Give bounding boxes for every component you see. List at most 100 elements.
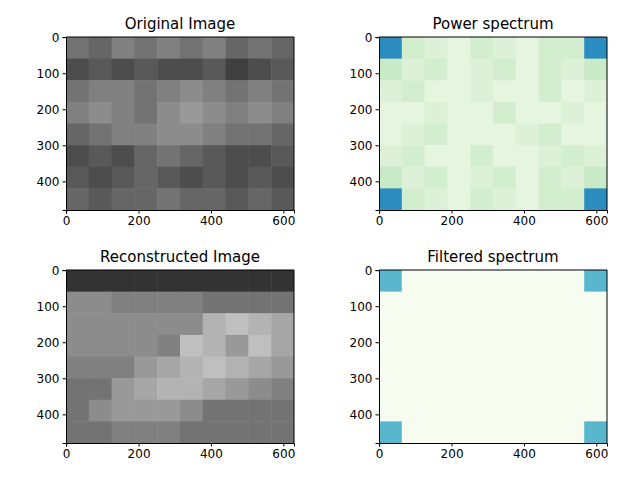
image-cell [66, 421, 89, 443]
y-axis-line [376, 271, 380, 444]
image-cell [180, 102, 203, 124]
x-tick: 200 [128, 210, 151, 228]
image-cell [379, 80, 402, 102]
image-cell [402, 188, 425, 210]
image-cell [271, 270, 294, 292]
image-cell [584, 270, 607, 292]
image-cell [66, 102, 89, 124]
x-tick-mark [596, 210, 597, 214]
image-cell [271, 335, 294, 357]
image-cell [248, 335, 271, 357]
image-cell [539, 37, 562, 59]
image-cell [516, 145, 539, 167]
image-cell [271, 378, 294, 400]
image-cell [112, 102, 135, 124]
y-tick-mark [63, 270, 67, 271]
y-axis: 0100200300400 [350, 264, 380, 444]
image-cell [112, 167, 135, 189]
image-cell [516, 59, 539, 81]
image-cell [157, 292, 180, 314]
image-cell [66, 313, 89, 335]
image-cell [402, 270, 425, 292]
image-cell [425, 37, 448, 59]
y-tick-label: 300 [350, 372, 373, 386]
image-cell [470, 80, 493, 102]
image-cell [248, 167, 271, 189]
image-cell [157, 378, 180, 400]
image-cell [493, 188, 516, 210]
x-axis-line [67, 211, 295, 214]
image-cell [180, 188, 203, 210]
image-cell [203, 270, 226, 292]
image-cell [226, 102, 249, 124]
image-cell [248, 188, 271, 210]
image-cell [180, 37, 203, 59]
image-cell [379, 378, 402, 400]
figure: 02004006000100200300400Original Image020… [0, 0, 640, 480]
y-tick-label: 200 [350, 336, 373, 350]
image-cell [203, 292, 226, 314]
y-axis: 0100200300400 [37, 264, 67, 444]
image-cell [584, 80, 607, 102]
image-cell [402, 313, 425, 335]
image-cell [561, 313, 584, 335]
x-tick-label: 400 [200, 214, 223, 228]
image-cell [134, 145, 157, 167]
y-tick: 400 [37, 175, 66, 189]
x-tick-label: 200 [128, 447, 151, 461]
image-cell [516, 167, 539, 189]
image-cell [493, 421, 516, 443]
image-cell [226, 124, 249, 146]
image-cell [203, 80, 226, 102]
image-cell [248, 124, 271, 146]
image-cell [226, 37, 249, 59]
y-tick-mark [63, 37, 67, 38]
image-cell [539, 59, 562, 81]
image-cell [134, 292, 157, 314]
x-tick-label: 200 [441, 447, 464, 461]
image-cell [134, 400, 157, 422]
image-cell [539, 124, 562, 146]
spine-right [607, 270, 608, 443]
image-cell [379, 335, 402, 357]
image-cell [561, 124, 584, 146]
image-cell [425, 378, 448, 400]
image-cells [379, 270, 607, 443]
y-tick: 200 [350, 103, 379, 117]
x-tick: 0 [376, 210, 384, 228]
image-cell [379, 270, 402, 292]
image-cell [203, 313, 226, 335]
image-cell [379, 421, 402, 443]
image-cell [226, 335, 249, 357]
y-tick-mark [63, 181, 67, 182]
image-cell [271, 357, 294, 379]
y-tick-mark [376, 378, 380, 379]
x-tick: 200 [128, 443, 151, 461]
y-tick-label: 400 [350, 408, 373, 422]
image-cell [516, 313, 539, 335]
image-cell [561, 188, 584, 210]
image-cell [516, 188, 539, 210]
image-cell [584, 102, 607, 124]
image-cell [402, 102, 425, 124]
image-cell [447, 421, 470, 443]
x-tick: 400 [200, 210, 223, 228]
image-cell [271, 80, 294, 102]
image-cell [470, 270, 493, 292]
image-cell [112, 335, 135, 357]
image-cell [226, 421, 249, 443]
image-cell [493, 313, 516, 335]
image-cell [203, 124, 226, 146]
x-tick-mark [524, 443, 525, 447]
image-cell [271, 124, 294, 146]
image-cell [516, 378, 539, 400]
image-cell [271, 313, 294, 335]
image-cell [561, 59, 584, 81]
x-tick: 200 [441, 443, 464, 461]
image-cell [425, 188, 448, 210]
image-cell [402, 378, 425, 400]
image-cell [134, 188, 157, 210]
y-tick-label: 100 [350, 300, 373, 314]
image-cell [89, 421, 112, 443]
image-cell [470, 292, 493, 314]
